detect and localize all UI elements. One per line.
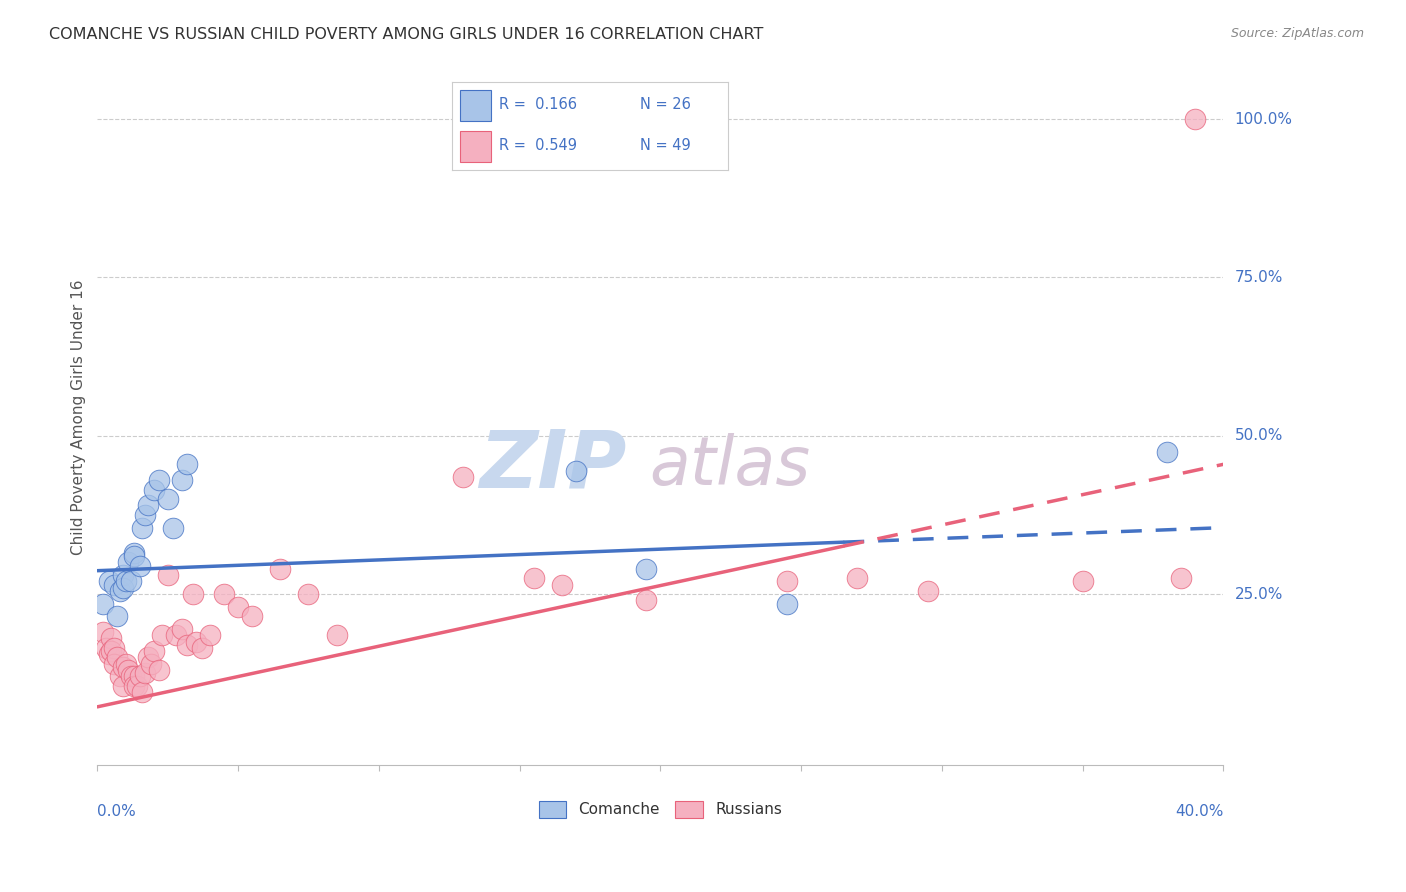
Point	[97, 574, 120, 589]
Point	[917, 584, 939, 599]
Point	[523, 571, 546, 585]
Point	[111, 679, 134, 693]
Point	[125, 679, 148, 693]
Text: 25.0%: 25.0%	[1234, 587, 1282, 601]
Point	[131, 685, 153, 699]
Point	[134, 666, 156, 681]
Point	[162, 521, 184, 535]
Point	[181, 587, 204, 601]
Point	[136, 499, 159, 513]
Point	[198, 628, 221, 642]
Point	[134, 508, 156, 522]
Point	[105, 609, 128, 624]
Point	[176, 458, 198, 472]
Point	[91, 597, 114, 611]
Point	[150, 628, 173, 642]
Point	[122, 669, 145, 683]
Point	[136, 650, 159, 665]
Point	[156, 568, 179, 582]
Point	[142, 644, 165, 658]
Point	[1156, 444, 1178, 458]
Text: atlas: atlas	[650, 433, 810, 499]
Point	[128, 558, 150, 573]
Point	[108, 584, 131, 599]
Point	[108, 669, 131, 683]
Point	[114, 657, 136, 671]
Point	[94, 640, 117, 655]
Point	[636, 562, 658, 576]
Point	[453, 470, 475, 484]
Point	[846, 571, 869, 585]
Point	[551, 577, 574, 591]
Point	[111, 660, 134, 674]
Y-axis label: Child Poverty Among Girls Under 16: Child Poverty Among Girls Under 16	[72, 279, 86, 555]
Text: Source: ZipAtlas.com: Source: ZipAtlas.com	[1230, 27, 1364, 40]
Text: COMANCHE VS RUSSIAN CHILD POVERTY AMONG GIRLS UNDER 16 CORRELATION CHART: COMANCHE VS RUSSIAN CHILD POVERTY AMONG …	[49, 27, 763, 42]
Point	[1184, 112, 1206, 127]
Point	[190, 640, 212, 655]
Point	[91, 625, 114, 640]
Point	[212, 587, 235, 601]
Point	[1071, 574, 1094, 589]
Text: 40.0%: 40.0%	[1175, 804, 1223, 819]
Point	[226, 599, 249, 614]
Point	[776, 597, 799, 611]
Point	[114, 574, 136, 589]
Point	[117, 663, 139, 677]
Point	[148, 663, 170, 677]
Point	[776, 574, 799, 589]
Text: ZIP: ZIP	[479, 426, 627, 505]
Point	[269, 562, 291, 576]
Point	[176, 638, 198, 652]
Point	[636, 593, 658, 607]
Point	[103, 577, 125, 591]
Point	[184, 634, 207, 648]
Point	[131, 521, 153, 535]
Point	[117, 556, 139, 570]
Point	[100, 644, 122, 658]
Point	[170, 473, 193, 487]
Point	[128, 669, 150, 683]
Text: 75.0%: 75.0%	[1234, 270, 1282, 285]
Text: 50.0%: 50.0%	[1234, 428, 1282, 443]
Text: 0.0%: 0.0%	[97, 804, 136, 819]
Point	[240, 609, 263, 624]
Point	[148, 473, 170, 487]
Point	[103, 657, 125, 671]
Point	[122, 546, 145, 560]
Point	[297, 587, 319, 601]
Point	[156, 492, 179, 507]
Legend: Comanche, Russians: Comanche, Russians	[533, 795, 789, 824]
Text: 100.0%: 100.0%	[1234, 112, 1292, 127]
Point	[142, 483, 165, 497]
Point	[103, 640, 125, 655]
Point	[122, 679, 145, 693]
Point	[165, 628, 187, 642]
Point	[111, 581, 134, 595]
Point	[325, 628, 347, 642]
Point	[139, 657, 162, 671]
Point	[111, 568, 134, 582]
Point	[97, 647, 120, 661]
Point	[100, 632, 122, 646]
Point	[105, 650, 128, 665]
Point	[565, 464, 588, 478]
Point	[120, 669, 142, 683]
Point	[1170, 571, 1192, 585]
Point	[122, 549, 145, 563]
Point	[120, 574, 142, 589]
Point	[170, 622, 193, 636]
